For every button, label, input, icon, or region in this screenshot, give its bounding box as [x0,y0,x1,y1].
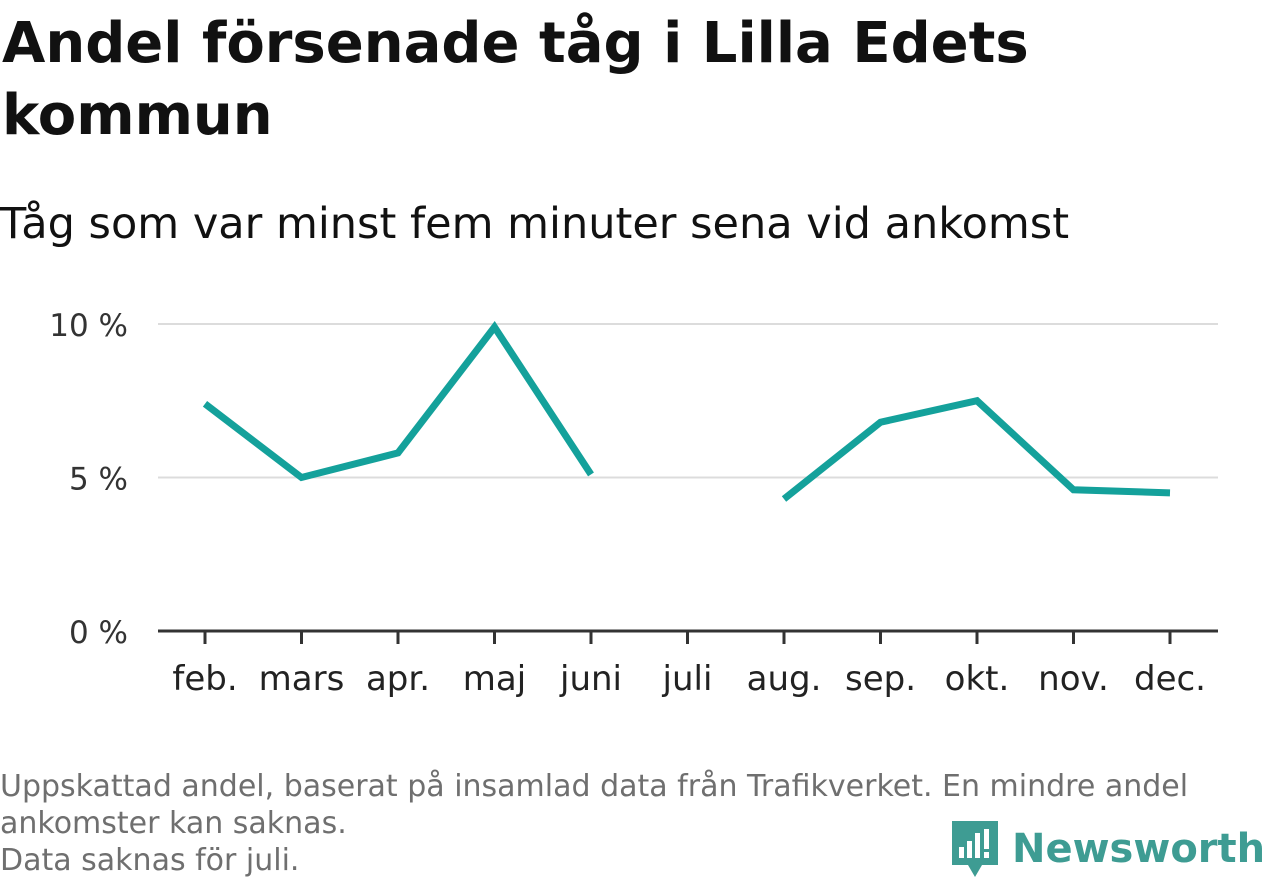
footer-note-line-1: Uppskattad andel, baserat på insamlad da… [0,769,1189,804]
x-tick-label: sep. [845,659,916,699]
x-tick-label: okt. [945,659,1010,699]
series-line-segment [781,396,1171,502]
x-tick-label: mars [259,659,345,699]
x-tick-label: nov. [1038,659,1109,699]
y-tick-label: 5 % [69,462,128,498]
y-tick-label: 0 % [69,615,128,651]
newsworthy-logo-icon [952,821,998,877]
chart-footer: Uppskattad andel, baserat på insamlad da… [0,768,1250,879]
x-tick-label: apr. [366,659,430,699]
brand-name: Newsworthy [1012,826,1262,872]
chart-subtitle: Tåg som var minst fem minuter sena vid a… [0,199,1070,249]
footer-note-line-2: ankomster kan saknas. [0,806,347,841]
x-tick-labels: feb. mars apr. maj juni juli aug. sep. okt. nov. d… [172,659,1206,699]
y-tick-label: 10 % [49,308,128,344]
y-tick-labels: 0 % 5 % 10 % [49,308,128,651]
series-lines [202,321,1171,502]
x-tick-label: juli [662,659,713,699]
gridlines [158,323,1218,479]
footer-note-line-3: Data saknas för juli. [0,843,300,878]
x-tick-label: juni [559,659,622,699]
brand-logo: Newsworthy [950,818,1262,880]
series-line-segment [202,321,594,482]
chart-title: Andel försenade tåg i Lilla Edets kommun [2,11,1029,148]
x-tick-label: maj [463,659,526,699]
x-axis [158,629,1218,644]
x-tick-label: feb. [172,659,237,699]
x-tick-label: dec. [1134,659,1206,699]
x-tick-label: aug. [747,659,822,699]
